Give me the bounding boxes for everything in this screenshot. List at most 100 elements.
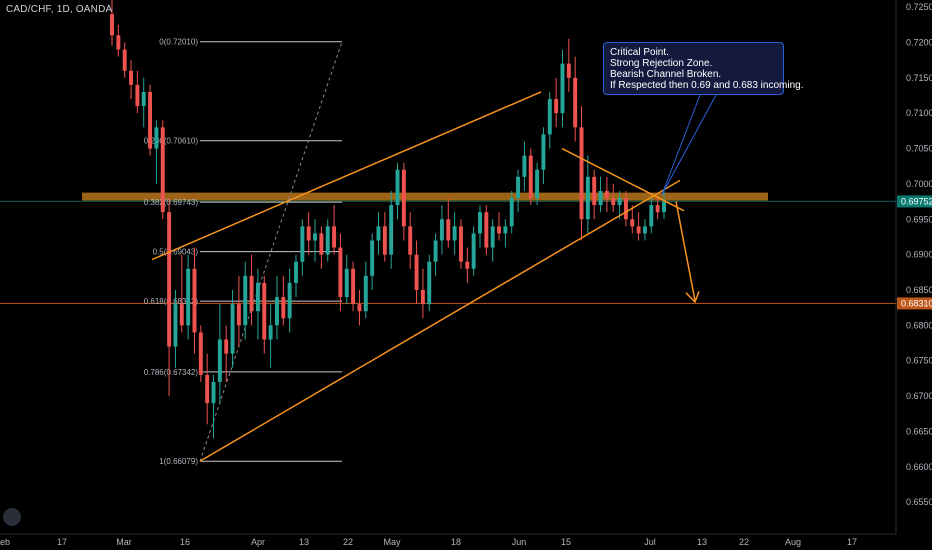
candle-body	[357, 304, 362, 312]
candle-body	[452, 226, 457, 241]
x-tick-label: 16	[180, 537, 190, 547]
candle-body	[230, 304, 235, 354]
x-tick-label: Jun	[512, 537, 527, 547]
candle-body	[249, 275, 254, 312]
fib-level-label: 0.786(0.67342)	[144, 368, 199, 377]
candle-body	[592, 176, 597, 206]
x-tick-label: Jul	[644, 537, 656, 547]
candle-body	[344, 268, 349, 298]
fib-level-label: 0.236(0.70610)	[144, 137, 199, 146]
analysis-callout: Critical Point. Strong Rejection Zone. B…	[603, 42, 804, 95]
target-price-badge: 0.68310	[901, 298, 932, 308]
callout-pointer	[661, 94, 701, 195]
x-tick-label: 17	[847, 537, 857, 547]
fib-level-label: 0.5(0.69043)	[153, 248, 199, 257]
candle-body	[490, 226, 495, 248]
candle-body	[135, 84, 140, 107]
candle-body	[395, 169, 400, 206]
descending-trend-line	[561, 147, 685, 212]
candle-body	[541, 134, 546, 170]
candle-body	[376, 226, 381, 241]
candle-body	[471, 233, 476, 269]
callout-line-3: Bearish Channel Broken.	[610, 69, 722, 80]
candle-body	[217, 339, 222, 382]
candle-body	[116, 35, 121, 50]
candle-body	[446, 219, 451, 241]
candle-body	[110, 14, 114, 36]
candle-body	[585, 176, 590, 220]
candle-body	[370, 240, 375, 276]
fib-level-label: 1(0.66079)	[159, 457, 198, 466]
candle-body	[313, 233, 318, 241]
candle-body	[560, 63, 565, 114]
candle-body	[617, 198, 622, 206]
target-price-badge-bg	[897, 297, 932, 310]
projection-arrow-head	[685, 291, 700, 304]
x-tick-label: 17	[57, 537, 67, 547]
candle-body	[274, 297, 279, 326]
candle-body	[465, 261, 470, 269]
fib-level-label: 0.382(0.69743)	[144, 198, 199, 207]
candle-body	[547, 99, 552, 135]
candle-body	[427, 261, 432, 305]
candle-body	[573, 77, 578, 128]
x-tick-label: 18	[451, 537, 461, 547]
candle-body	[439, 219, 444, 241]
candle-body	[325, 226, 330, 255]
candle-body	[154, 127, 159, 149]
candle-body	[478, 212, 482, 234]
fib-trend-line	[199, 41, 343, 462]
candle-body	[148, 91, 153, 149]
candle-body	[458, 226, 463, 262]
candle-body	[503, 226, 508, 234]
x-tick-label: 13	[697, 537, 707, 547]
candle-body	[186, 268, 191, 326]
callout-line-2: Strong Rejection Zone.	[610, 58, 713, 69]
current-price-badge-bg	[897, 195, 932, 208]
candle-body	[598, 190, 603, 206]
candle-body	[122, 49, 127, 71]
candle-body	[382, 226, 387, 255]
candle-body	[332, 226, 337, 248]
candle-body	[420, 289, 425, 305]
candle-body	[535, 169, 540, 199]
tradingview-logo-icon[interactable]	[3, 508, 21, 526]
candle-body	[401, 169, 406, 227]
candle-body	[642, 226, 647, 234]
candle-body	[224, 339, 229, 354]
candle-body	[338, 247, 343, 298]
candle-body	[211, 381, 216, 404]
candle-body	[236, 304, 241, 326]
candle-body	[662, 201, 666, 213]
x-tick-label: 13	[299, 537, 309, 547]
callout-line-1: Critical Point.	[610, 47, 669, 58]
candle-body	[198, 332, 203, 375]
symbol-title: CAD/CHF, 1D, OANDA	[6, 4, 113, 15]
candle-body	[522, 155, 527, 177]
candle-body	[281, 297, 286, 319]
callout-line-4: If Respected then 0.69 and 0.683 incomin…	[610, 80, 804, 91]
x-tick-label: May	[383, 537, 401, 547]
x-tick-label: 22	[343, 537, 353, 547]
x-tick-label: 15	[561, 537, 571, 547]
candle-body	[484, 212, 489, 248]
candle-body	[649, 205, 654, 227]
candle-body	[262, 282, 267, 340]
candle-body	[636, 226, 641, 234]
candle-body	[141, 91, 146, 107]
fib-level-label: 0(0.72010)	[159, 38, 198, 47]
projection-arrow-line	[675, 201, 696, 301]
resistance-zone	[82, 192, 768, 201]
